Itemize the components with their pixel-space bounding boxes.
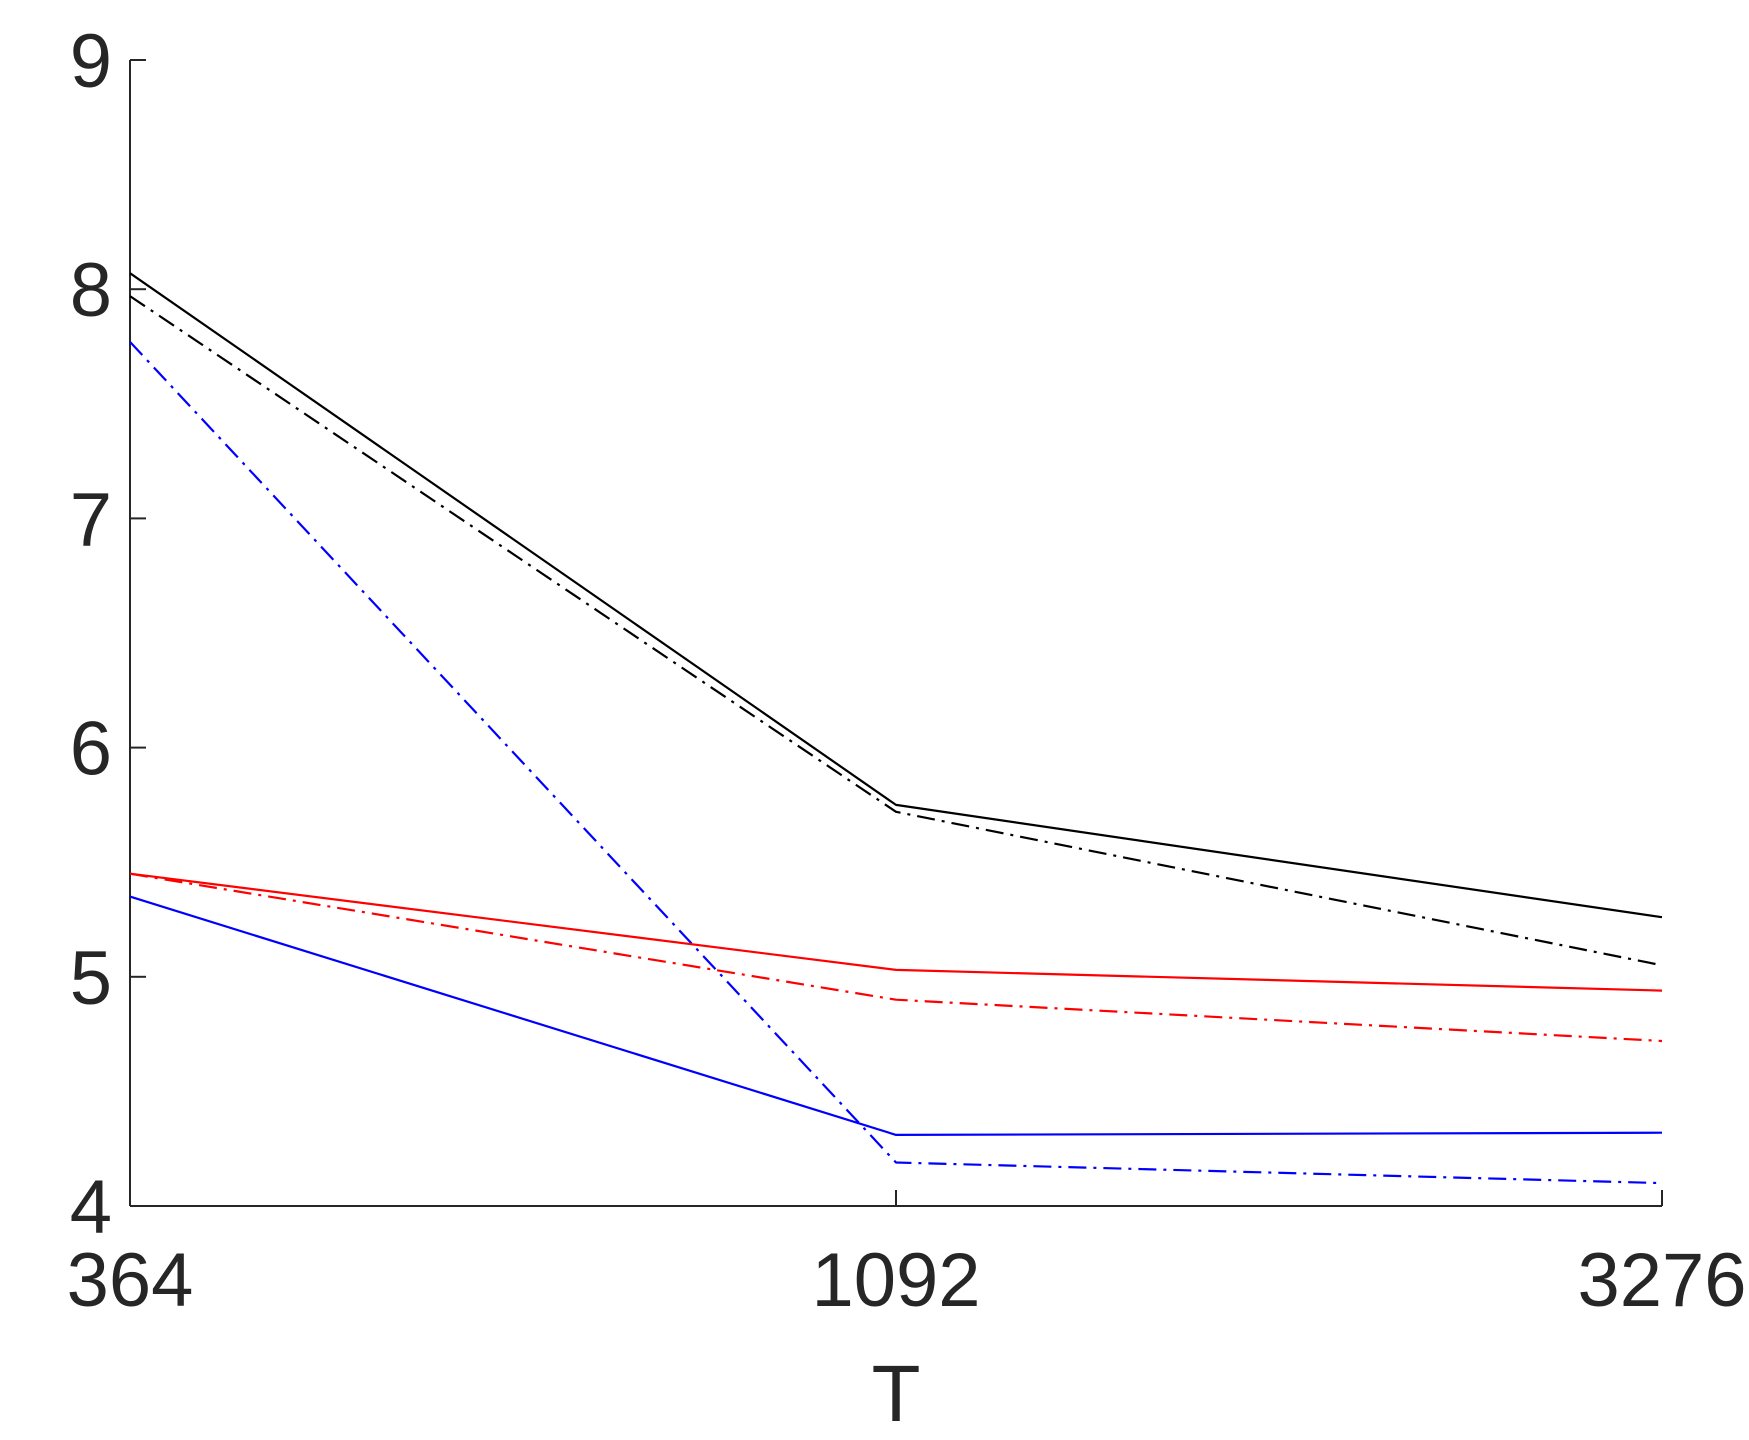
x-tick-label: 3276 [1577,1238,1746,1323]
series-line-3 [129,341,1663,1185]
series-line-4 [129,872,1663,992]
series-line-6 [129,895,1663,1137]
series-line-5 [129,872,1663,1043]
series-line-1 [129,272,1663,919]
y-tick-label: 4 [70,1165,112,1250]
y-tick-label: 8 [70,248,112,333]
series-lines [129,272,1663,1185]
x-axis-title: T [872,1349,921,1438]
y-tick-label: 7 [70,477,112,562]
tick-labels: 4 5 6 7 8 9 364 1092 3276 [67,19,1747,1323]
y-tick-label: 6 [70,707,112,792]
axes [129,59,1663,1207]
y-tick-label: 9 [70,19,112,104]
x-tick-label: 364 [67,1238,194,1323]
series-line-2 [129,295,1663,967]
y-tick-label: 5 [70,936,112,1021]
x-tick-label: 1092 [811,1238,980,1323]
